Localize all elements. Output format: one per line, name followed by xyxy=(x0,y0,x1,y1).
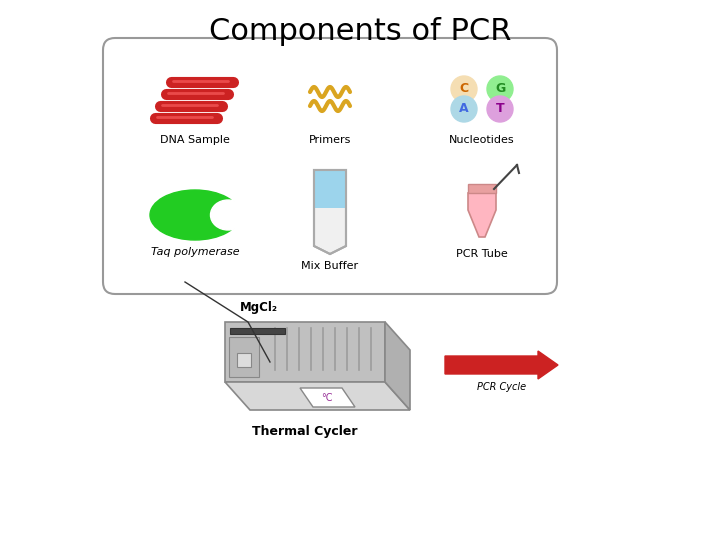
Text: G: G xyxy=(495,83,505,96)
Text: Primers: Primers xyxy=(309,135,351,145)
Ellipse shape xyxy=(210,200,246,230)
Text: C: C xyxy=(459,83,469,96)
Bar xyxy=(237,353,251,367)
Text: MgCl₂: MgCl₂ xyxy=(240,301,278,314)
Polygon shape xyxy=(314,170,346,254)
Polygon shape xyxy=(225,322,385,382)
Text: °C: °C xyxy=(321,393,333,403)
Polygon shape xyxy=(300,388,355,407)
Ellipse shape xyxy=(150,190,240,240)
Bar xyxy=(230,328,285,334)
Polygon shape xyxy=(385,322,410,410)
Circle shape xyxy=(451,96,477,122)
Text: DNA Sample: DNA Sample xyxy=(160,135,230,145)
Text: PCR Tube: PCR Tube xyxy=(456,249,508,259)
Circle shape xyxy=(487,96,513,122)
Text: PCR Cycle: PCR Cycle xyxy=(477,382,526,392)
Text: Thermal Cycler: Thermal Cycler xyxy=(252,426,358,438)
Bar xyxy=(229,337,259,377)
Bar xyxy=(468,184,496,193)
FancyArrow shape xyxy=(445,351,558,379)
Polygon shape xyxy=(314,170,346,208)
Text: Taq polymerase: Taq polymerase xyxy=(150,247,239,257)
Text: Mix Buffer: Mix Buffer xyxy=(302,261,359,271)
Circle shape xyxy=(451,76,477,102)
Polygon shape xyxy=(468,193,496,237)
Text: Components of PCR: Components of PCR xyxy=(209,17,511,46)
Text: Nucleotides: Nucleotides xyxy=(449,135,515,145)
FancyBboxPatch shape xyxy=(103,38,557,294)
Circle shape xyxy=(487,76,513,102)
Text: A: A xyxy=(459,103,469,116)
Polygon shape xyxy=(225,382,410,410)
Text: T: T xyxy=(495,103,504,116)
